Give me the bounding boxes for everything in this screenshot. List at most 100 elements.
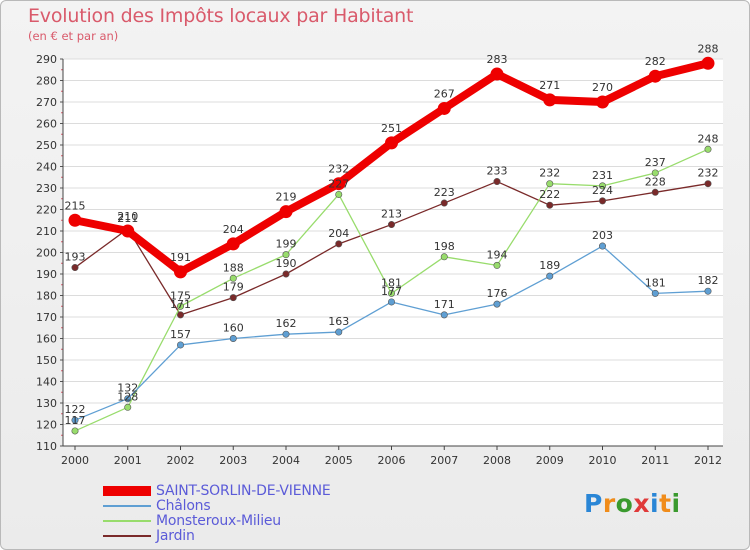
data-point — [68, 213, 82, 227]
chart-subtitle: (en € et par an) — [28, 29, 119, 43]
data-label: 219 — [276, 191, 297, 204]
data-point — [493, 300, 501, 308]
data-point — [440, 253, 448, 261]
data-point — [71, 427, 79, 435]
data-point — [387, 298, 395, 306]
legend-swatch-chalons — [103, 505, 151, 507]
x-tick-label: 2009 — [536, 454, 564, 467]
x-tick-label: 2008 — [483, 454, 511, 467]
legend-swatch-jardin — [103, 535, 151, 537]
data-label: 188 — [223, 261, 244, 274]
legend-label-jardin: Jardin — [156, 528, 195, 544]
data-point — [493, 178, 501, 186]
data-point — [651, 169, 659, 177]
data-label: 232 — [539, 167, 560, 180]
data-label: 132 — [117, 382, 138, 395]
logo-letter: t — [659, 489, 672, 518]
y-tick-label: 120 — [36, 419, 57, 432]
data-point — [651, 289, 659, 297]
data-label: 222 — [539, 188, 560, 201]
data-label: 191 — [170, 251, 191, 264]
data-point — [335, 190, 343, 198]
data-label: 122 — [65, 403, 86, 416]
y-tick-label: 110 — [36, 440, 57, 453]
data-label: 190 — [276, 257, 297, 270]
y-tick-label: 150 — [36, 354, 57, 367]
data-label: 211 — [117, 212, 138, 225]
data-point — [282, 270, 290, 278]
x-tick-label: 2001 — [114, 454, 142, 467]
data-label: 175 — [170, 289, 191, 302]
data-point — [226, 237, 240, 251]
data-label: 181 — [645, 276, 666, 289]
data-label: 181 — [381, 276, 402, 289]
data-label: 232 — [328, 163, 349, 176]
data-label: 199 — [276, 238, 297, 251]
data-label: 160 — [223, 322, 244, 335]
data-label: 283 — [487, 53, 508, 66]
data-point — [493, 261, 501, 269]
y-tick-label: 260 — [36, 118, 57, 131]
y-tick-label: 200 — [36, 247, 57, 260]
data-point — [387, 221, 395, 229]
x-tick-label: 2010 — [589, 454, 617, 467]
data-label: 210 — [117, 210, 138, 223]
y-tick-label: 170 — [36, 311, 57, 324]
logo-letter: i — [650, 489, 660, 518]
data-point — [229, 334, 237, 342]
data-point — [174, 265, 187, 279]
data-point — [229, 274, 237, 282]
data-label: 204 — [328, 227, 349, 240]
data-point — [490, 67, 504, 81]
data-label: 194 — [487, 248, 508, 261]
data-label: 267 — [434, 87, 455, 100]
data-point — [704, 180, 712, 188]
data-point — [704, 145, 712, 153]
y-tick-label: 280 — [36, 75, 57, 88]
x-tick-label: 2000 — [61, 454, 89, 467]
y-tick-label: 230 — [36, 182, 57, 195]
legend-swatch-monsteroux — [103, 520, 151, 522]
data-label: 231 — [592, 169, 613, 182]
data-point — [177, 302, 185, 310]
data-point — [71, 416, 79, 424]
data-label: 193 — [65, 251, 86, 264]
data-point — [279, 205, 293, 219]
y-tick-label: 210 — [36, 225, 57, 238]
x-tick-label: 2012 — [694, 454, 722, 467]
data-label: 203 — [592, 229, 613, 242]
data-point — [437, 101, 451, 115]
legend-label-saint-sorlin: SAINT-SORLIN-DE-VIENNE — [156, 483, 331, 499]
data-label: 270 — [592, 81, 613, 94]
data-label: 288 — [698, 42, 719, 55]
data-label: 189 — [539, 259, 560, 272]
y-tick-label: 180 — [36, 290, 57, 303]
chart-title: Evolution des Impôts locaux par Habitant — [28, 5, 414, 27]
data-point — [440, 199, 448, 207]
logo-letter: r — [602, 489, 616, 518]
proxiti-logo: Proxiti — [584, 489, 681, 518]
data-point — [543, 93, 557, 107]
data-point — [598, 182, 606, 190]
y-tick-label: 190 — [36, 268, 57, 281]
x-tick-label: 2006 — [378, 454, 406, 467]
data-point — [546, 272, 554, 280]
logo-letter: o — [615, 489, 634, 518]
y-tick-label: 250 — [36, 139, 57, 152]
data-point — [546, 201, 554, 209]
data-label: 171 — [170, 298, 191, 311]
data-point — [704, 287, 712, 295]
data-label: 171 — [434, 298, 455, 311]
data-label: 215 — [65, 199, 86, 212]
data-point — [332, 177, 346, 191]
data-point — [71, 264, 79, 272]
data-point — [440, 311, 448, 319]
data-point — [124, 395, 132, 403]
data-label: 179 — [223, 281, 244, 294]
y-tick-label: 130 — [36, 397, 57, 410]
data-label: 237 — [645, 156, 666, 169]
data-label: 232 — [698, 167, 719, 180]
data-point — [124, 403, 132, 411]
data-label: 282 — [645, 55, 666, 68]
